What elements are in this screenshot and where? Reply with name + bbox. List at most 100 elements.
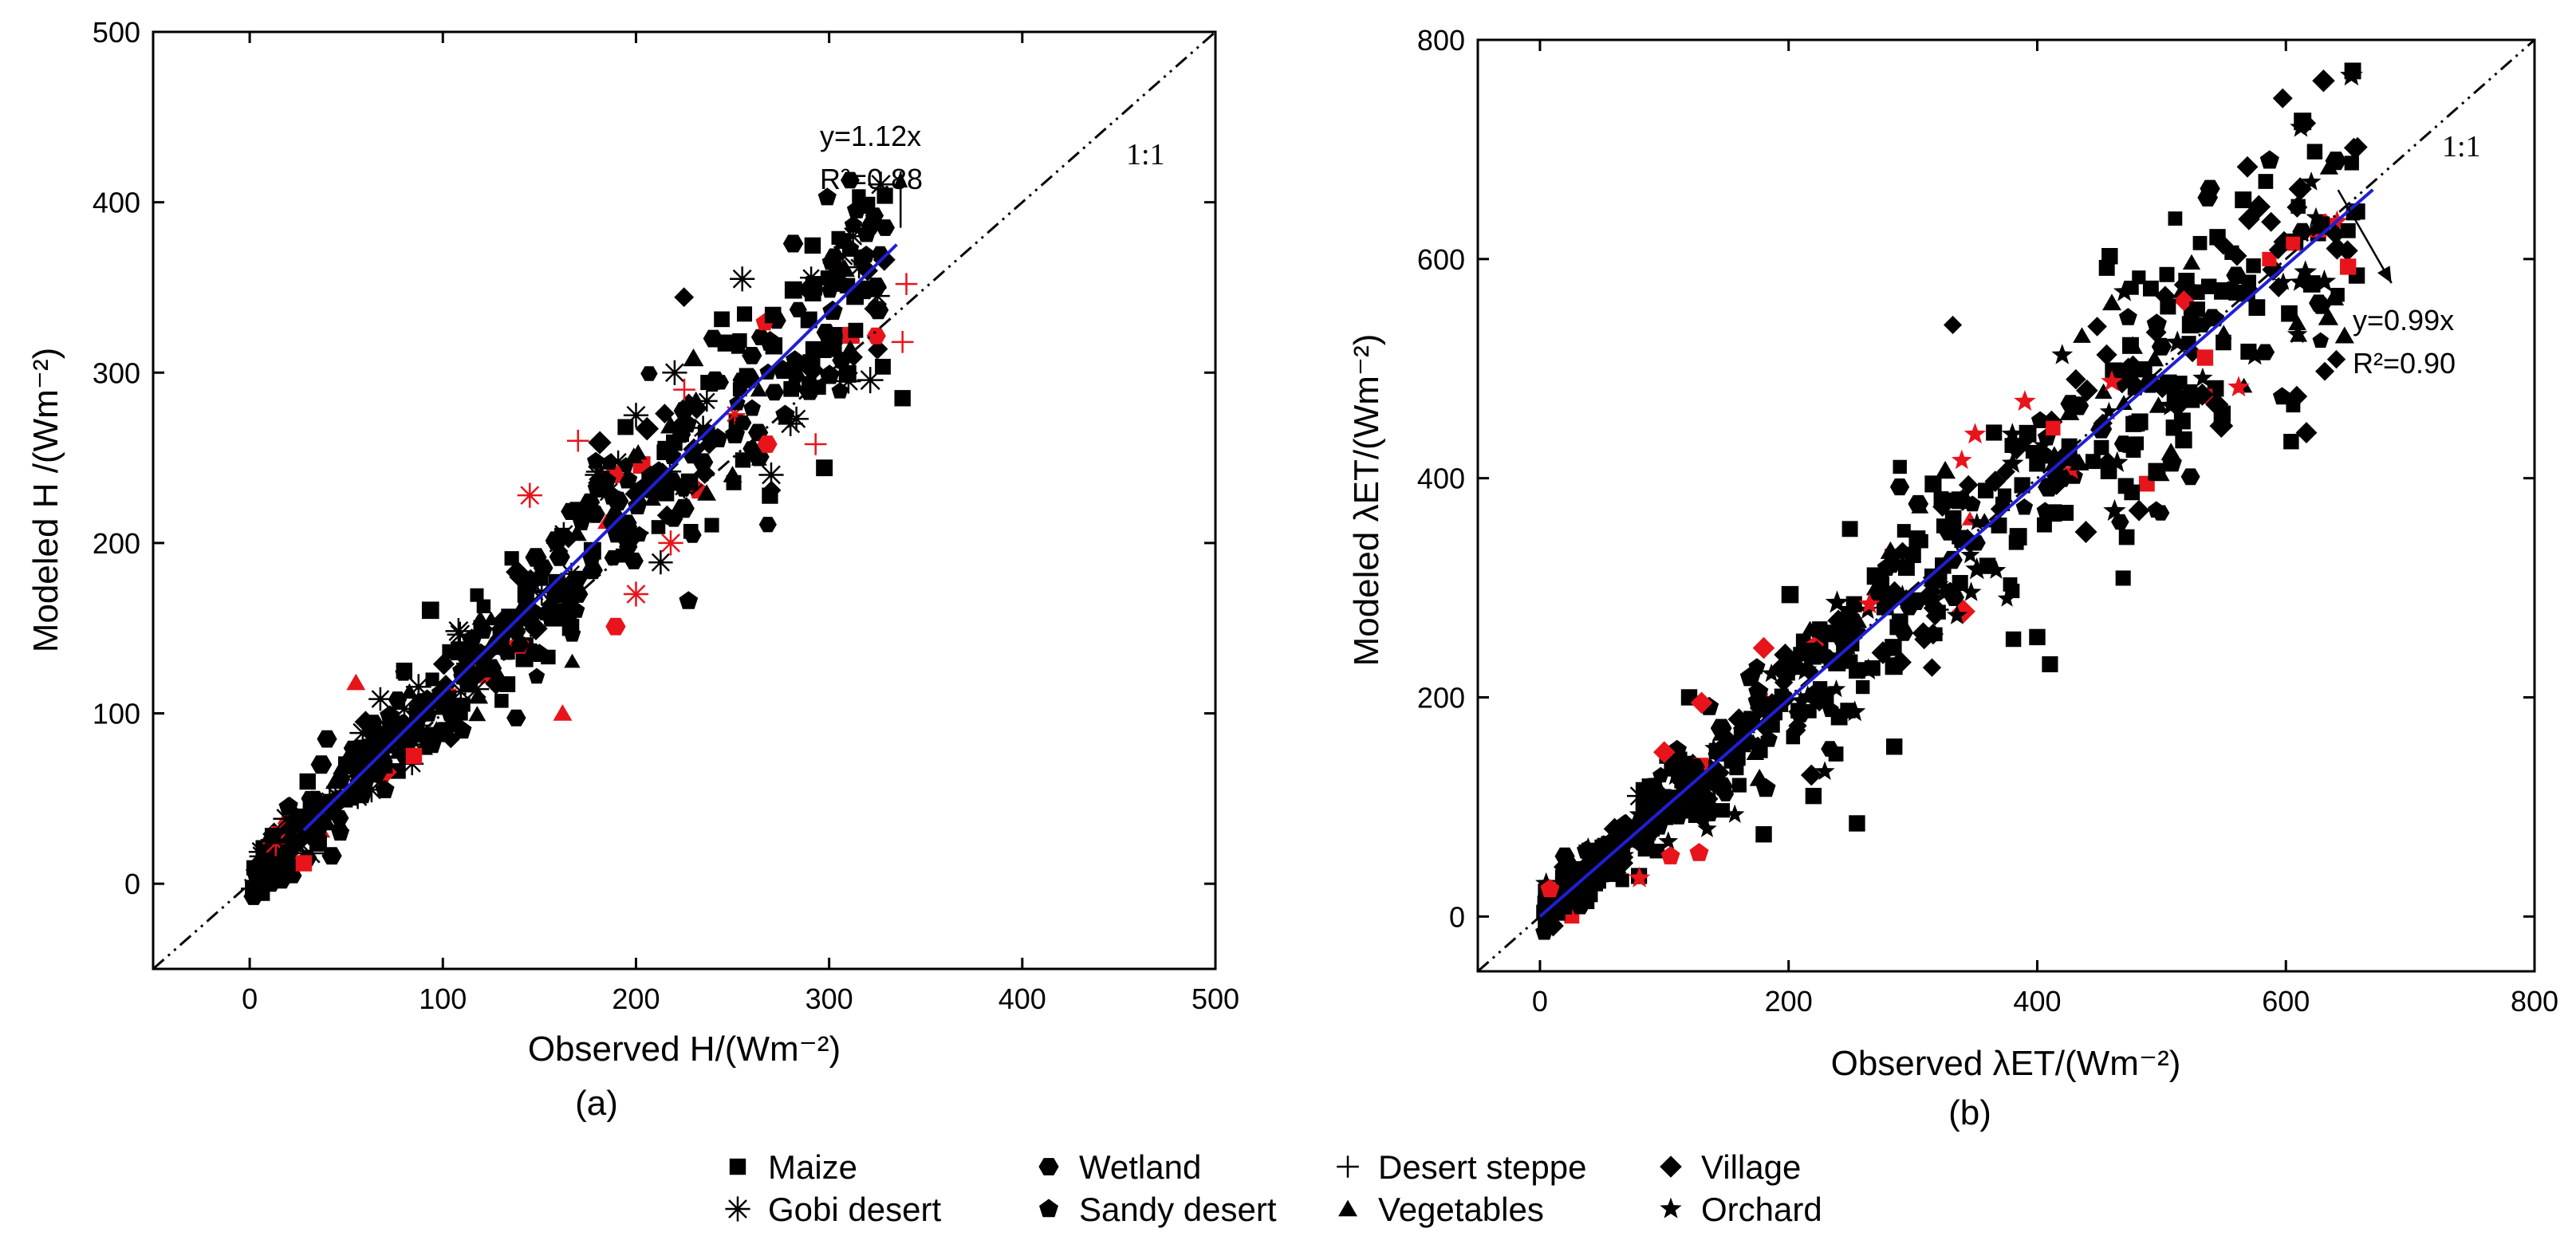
scatter-point xyxy=(1935,460,1956,479)
scatter-point xyxy=(2121,337,2139,354)
scatter-point xyxy=(683,438,705,461)
scatter-point xyxy=(1858,593,1881,614)
scatter-point xyxy=(864,297,886,320)
scatter-point xyxy=(491,670,510,687)
y-tick-label: 100 xyxy=(93,698,140,730)
scatter-point xyxy=(2076,379,2098,402)
scatter-point xyxy=(476,644,497,664)
scatter-point xyxy=(1958,474,1979,495)
scatter-point xyxy=(674,287,695,307)
scatter-point xyxy=(410,715,431,737)
scatter-point xyxy=(2274,272,2293,290)
scatter-point xyxy=(1748,658,1766,675)
scatter-point xyxy=(2152,505,2170,521)
scatter-point xyxy=(1805,787,1822,805)
scatter-point xyxy=(765,337,783,355)
scatter-point xyxy=(782,234,804,253)
scatter-point xyxy=(2115,570,2131,586)
scatter-point xyxy=(2236,156,2259,178)
scatter-point xyxy=(1731,778,1747,793)
scatter-point xyxy=(2117,478,2134,494)
scatter-point xyxy=(857,260,878,282)
scatter-point xyxy=(1690,691,1713,715)
scatter-point xyxy=(557,600,574,616)
x-tick-label: 400 xyxy=(998,982,1046,1015)
scatter-point xyxy=(725,423,746,443)
scatter-point xyxy=(2142,280,2159,297)
scatter-point xyxy=(1928,627,1943,642)
scatter-point xyxy=(2258,174,2274,189)
y-tick-label: 200 xyxy=(93,527,140,560)
scatter-point xyxy=(2149,396,2168,413)
scatter-point xyxy=(2099,401,2119,420)
scatter-point xyxy=(2102,293,2121,311)
panel-a-x-axis-label: Observed H/(Wm⁻²) xyxy=(528,1030,841,1069)
scatter-point xyxy=(1676,795,1695,813)
scatter-point xyxy=(2325,152,2347,171)
scatter-point xyxy=(821,282,838,298)
panel-a-label: (a) xyxy=(575,1084,618,1123)
scatter-point xyxy=(318,814,337,831)
y-tick-label: 600 xyxy=(1417,243,1465,276)
scatter-point xyxy=(765,384,785,401)
scatter-point xyxy=(1755,778,1776,797)
scatter-point xyxy=(1979,557,1996,574)
scatter-point xyxy=(1790,690,1811,709)
scatter-point xyxy=(1653,741,1676,763)
scatter-point xyxy=(831,230,845,245)
scatter-point xyxy=(1685,762,1706,782)
scatter-point xyxy=(2093,439,2109,455)
scatter-point xyxy=(1912,622,1935,644)
legend-item: Maize xyxy=(729,1148,857,1186)
scatter-point xyxy=(2344,62,2361,80)
scatter-point xyxy=(2181,316,2200,334)
scatter-point xyxy=(2118,529,2135,545)
legend-label: Village xyxy=(1701,1148,1801,1186)
scatter-point xyxy=(588,431,612,455)
scatter-point xyxy=(784,281,802,299)
scatter-point xyxy=(248,839,275,865)
scatter-point xyxy=(318,789,341,813)
scatter-point xyxy=(375,780,395,798)
scatter-point xyxy=(605,617,626,636)
scatter-point xyxy=(2101,247,2118,265)
scatter-point xyxy=(1692,807,1713,829)
scatter-point xyxy=(2113,280,2136,301)
scatter-point xyxy=(857,223,876,242)
scatter-point xyxy=(1814,761,1835,781)
panel-b-points xyxy=(1535,62,2368,940)
scatter-point xyxy=(857,196,876,215)
x-tick-label: 600 xyxy=(2262,985,2310,1018)
scatter-point xyxy=(388,691,408,708)
scatter-point xyxy=(2085,454,2101,470)
scatter-point xyxy=(804,237,821,254)
scatter-point xyxy=(1563,884,1580,900)
scatter-point xyxy=(273,805,300,833)
scatter-point xyxy=(2180,468,2200,486)
scatter-point xyxy=(447,621,473,648)
scatter-point xyxy=(2001,423,2023,444)
scatter-point xyxy=(2105,451,2129,472)
scatter-point xyxy=(662,360,687,385)
scatter-point xyxy=(421,601,439,620)
scatter-point xyxy=(1729,761,1744,776)
scatter-point xyxy=(2235,191,2252,209)
panel-a-one-to-one-label: 1:1 xyxy=(1126,138,1165,171)
scatter-point xyxy=(2015,498,2034,515)
scatter-point xyxy=(655,404,675,423)
scatter-point xyxy=(2159,266,2175,282)
scatter-point xyxy=(876,219,895,236)
scatter-point xyxy=(868,341,887,360)
scatter-point xyxy=(658,530,683,556)
scatter-point xyxy=(1841,521,1858,537)
scatter-point xyxy=(521,613,538,628)
scatter-point xyxy=(1540,879,1560,898)
scatter-point xyxy=(580,493,601,511)
scatter-point xyxy=(1941,550,1963,569)
scatter-point xyxy=(1727,708,1751,730)
scatter-point xyxy=(366,765,387,783)
scatter-point xyxy=(2051,344,2074,364)
scatter-point xyxy=(866,327,886,345)
scatter-point xyxy=(1886,738,1903,755)
scatter-point xyxy=(2058,505,2074,522)
